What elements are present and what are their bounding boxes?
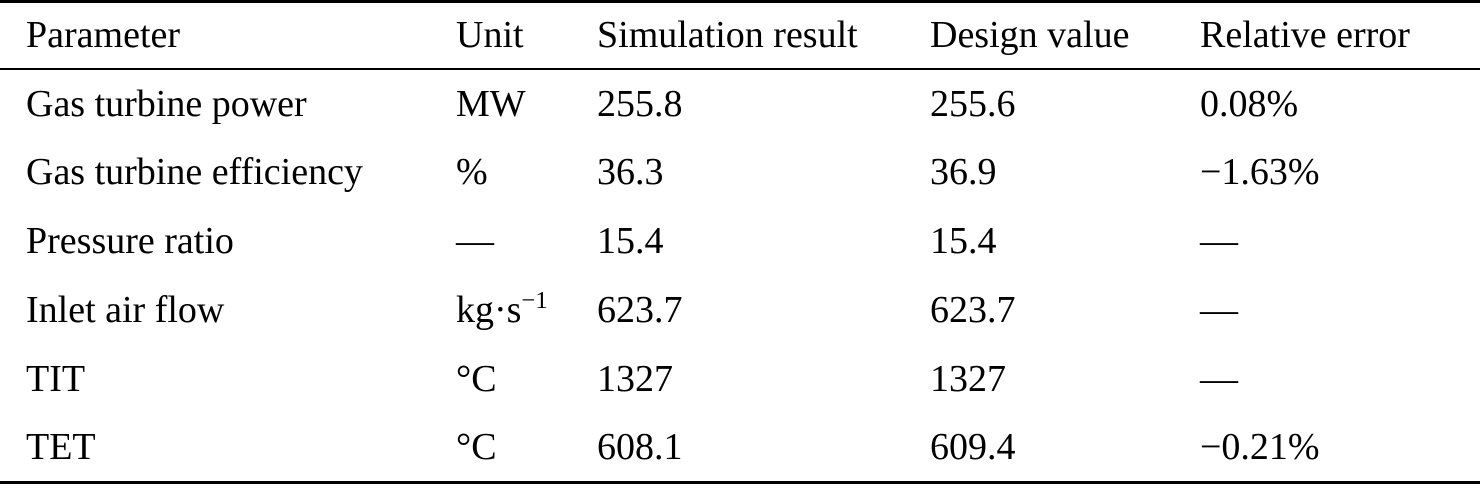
cell-design: 15.4 bbox=[930, 220, 997, 262]
unit-exponent: −1 bbox=[521, 287, 548, 314]
header-design-value: Design value bbox=[930, 14, 1130, 57]
header-row: Parameter Unit Simulation result Design … bbox=[0, 2, 1480, 69]
cell-error: — bbox=[1200, 358, 1238, 400]
cell-error: — bbox=[1200, 289, 1238, 331]
cell-simulation: 255.8 bbox=[597, 82, 683, 125]
cell-error: — bbox=[1200, 220, 1238, 262]
cell-unit: — bbox=[456, 220, 494, 262]
cell-error: −0.21% bbox=[1200, 426, 1320, 469]
header-unit: Unit bbox=[456, 14, 524, 57]
cell-parameter: Gas turbine power bbox=[26, 82, 307, 125]
cell-simulation: 36.3 bbox=[597, 151, 664, 193]
cell-parameter: Gas turbine efficiency bbox=[26, 151, 363, 193]
cell-design: 255.6 bbox=[930, 82, 1016, 125]
cell-design: 623.7 bbox=[930, 289, 1016, 331]
cell-unit: °C bbox=[456, 426, 497, 469]
cell-simulation: 1327 bbox=[597, 358, 673, 400]
cell-error: 0.08% bbox=[1200, 82, 1299, 125]
table-row: Inlet air flow kg·s−1 623.7 623.7 — bbox=[0, 276, 1480, 345]
unit-base: kg·s bbox=[456, 289, 522, 331]
cell-design: 1327 bbox=[930, 358, 1006, 400]
cell-parameter: TET bbox=[26, 426, 96, 469]
table-row: TET °C 608.1 609.4 −0.21% bbox=[0, 414, 1480, 483]
table-row: Pressure ratio — 15.4 15.4 — bbox=[0, 207, 1480, 276]
cell-design: 36.9 bbox=[930, 151, 997, 193]
cell-unit: kg·s−1 bbox=[430, 276, 571, 345]
cell-error: −1.63% bbox=[1200, 151, 1320, 193]
cell-simulation: 623.7 bbox=[597, 289, 683, 331]
cell-design: 609.4 bbox=[930, 426, 1016, 469]
cell-parameter: TIT bbox=[26, 358, 86, 400]
cell-unit: % bbox=[456, 151, 488, 193]
cell-parameter: Pressure ratio bbox=[26, 220, 234, 262]
cell-unit: MW bbox=[456, 82, 526, 125]
cell-simulation: 608.1 bbox=[597, 426, 683, 469]
header-relative-error: Relative error bbox=[1200, 14, 1410, 57]
cell-simulation: 15.4 bbox=[597, 220, 664, 262]
table-row: TIT °C 1327 1327 — bbox=[0, 345, 1480, 414]
table-row: Gas turbine power MW 255.8 255.6 0.08% bbox=[0, 69, 1480, 138]
header-parameter: Parameter bbox=[26, 14, 181, 57]
cell-unit: °C bbox=[456, 358, 497, 400]
cell-parameter: Inlet air flow bbox=[26, 289, 225, 331]
table-body: Gas turbine power MW 255.8 255.6 0.08% G… bbox=[0, 69, 1480, 483]
header-simulation-result: Simulation result bbox=[597, 14, 858, 57]
table-header: Parameter Unit Simulation result Design … bbox=[0, 2, 1480, 69]
table-row: Gas turbine efficiency % 36.3 36.9 −1.63… bbox=[0, 138, 1480, 207]
